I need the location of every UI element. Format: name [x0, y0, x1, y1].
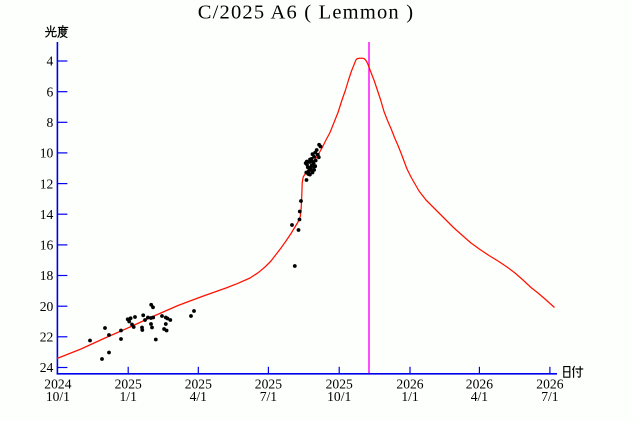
svg-text:20: 20	[40, 299, 54, 314]
svg-text:7/1: 7/1	[541, 389, 558, 404]
svg-text:1/1: 1/1	[120, 389, 137, 404]
svg-text:18: 18	[40, 268, 54, 283]
svg-text:2025: 2025	[185, 377, 212, 392]
svg-text:4/1: 4/1	[190, 389, 207, 404]
svg-text:6: 6	[47, 84, 54, 99]
svg-text:10/1: 10/1	[46, 389, 70, 404]
svg-text:2025: 2025	[326, 377, 353, 392]
svg-text:22: 22	[40, 330, 54, 345]
svg-text:2026: 2026	[466, 377, 493, 392]
svg-text:C/2025 A6 ( Lemmon ): C/2025 A6 ( Lemmon )	[198, 2, 414, 24]
svg-text:7/1: 7/1	[260, 389, 277, 404]
svg-text:4: 4	[47, 54, 54, 69]
svg-text:4/1: 4/1	[471, 389, 488, 404]
svg-text:2026: 2026	[536, 377, 563, 392]
svg-text:2024: 2024	[44, 377, 71, 392]
svg-text:2026: 2026	[396, 377, 423, 392]
svg-text:8: 8	[47, 115, 54, 130]
svg-text:12: 12	[40, 176, 54, 191]
svg-text:2025: 2025	[255, 377, 282, 392]
svg-text:14: 14	[40, 207, 54, 222]
svg-text:1/1: 1/1	[401, 389, 418, 404]
svg-text:2025: 2025	[115, 377, 142, 392]
svg-text:24: 24	[40, 360, 54, 375]
svg-text:10/1: 10/1	[327, 389, 351, 404]
svg-text:10: 10	[40, 146, 54, 161]
svg-text:16: 16	[40, 238, 54, 253]
